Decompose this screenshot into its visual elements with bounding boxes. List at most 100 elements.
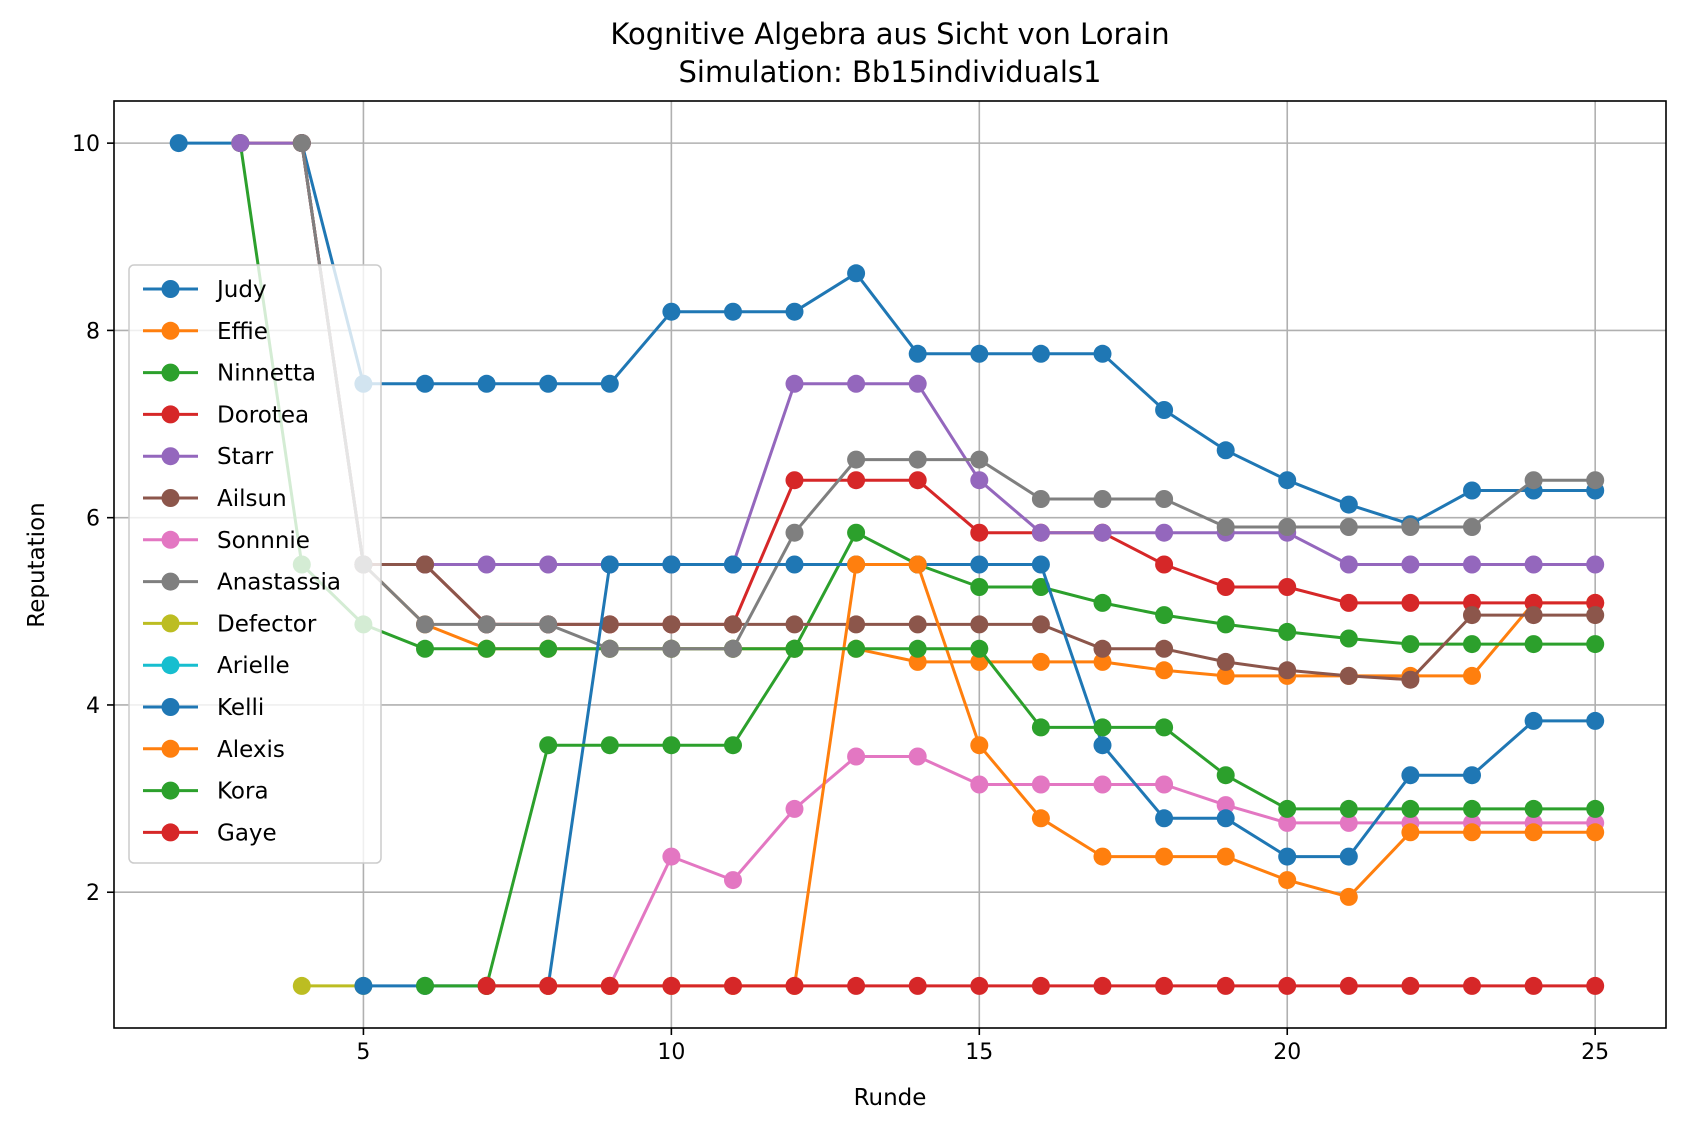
data-point	[847, 523, 866, 542]
plot-frame	[113, 100, 1667, 1029]
data-point	[1339, 887, 1358, 906]
data-point	[1216, 441, 1235, 460]
data-point	[1278, 471, 1297, 490]
legend-swatch-marker	[161, 405, 180, 424]
data-point	[1401, 766, 1420, 785]
data-point	[539, 555, 558, 574]
data-point	[1093, 976, 1112, 995]
data-point	[1339, 799, 1358, 818]
data-point	[908, 615, 927, 634]
legend-swatch-marker	[161, 614, 180, 633]
legend-swatch-marker	[161, 489, 180, 507]
data-point	[354, 976, 373, 995]
legend-swatch-marker	[161, 823, 180, 842]
data-point	[1031, 652, 1050, 671]
data-point	[785, 302, 804, 321]
legend-item-defector: Defector	[143, 611, 317, 637]
data-point	[539, 374, 558, 393]
data-point	[1155, 401, 1174, 419]
data-point	[1401, 799, 1420, 818]
data-point	[600, 615, 619, 634]
data-point	[600, 374, 619, 393]
data-point	[847, 615, 866, 634]
legend-item-kelli: Kelli	[143, 695, 264, 721]
x-tick-label: 15	[965, 1040, 993, 1065]
data-point	[1401, 976, 1420, 995]
data-point	[1463, 481, 1481, 500]
data-point	[1586, 635, 1605, 654]
data-point	[908, 555, 927, 574]
data-point	[724, 555, 742, 574]
data-point	[785, 615, 804, 634]
data-point	[970, 775, 989, 794]
data-point	[785, 639, 804, 658]
data-point	[416, 976, 434, 995]
data-point	[1278, 847, 1297, 866]
data-point	[1216, 518, 1235, 536]
data-point	[1278, 799, 1297, 818]
data-point	[477, 555, 496, 574]
data-point	[1524, 976, 1543, 995]
data-point	[1524, 555, 1543, 574]
data-point	[416, 639, 434, 658]
data-point	[970, 578, 989, 596]
data-point	[847, 747, 866, 766]
y-tick-label: 8	[86, 319, 100, 344]
data-point	[908, 450, 927, 469]
legend-label: Defector	[217, 611, 317, 637]
data-point	[477, 374, 496, 393]
data-point	[1155, 847, 1174, 866]
data-point	[785, 374, 804, 393]
data-point	[970, 523, 989, 542]
data-point	[1524, 823, 1543, 842]
data-point	[908, 652, 927, 671]
chart-title: Kognitive Algebra aus Sicht von Lorain	[610, 17, 1169, 51]
legend-item-starr: Starr	[143, 444, 274, 470]
data-point	[847, 374, 866, 393]
data-point	[477, 976, 496, 995]
legend-item-judy: Judy	[143, 277, 267, 303]
data-point	[416, 555, 434, 574]
data-point	[1031, 809, 1050, 828]
data-point	[1155, 775, 1174, 794]
legend-label: Anastassia	[217, 570, 341, 596]
series-kora	[416, 639, 1605, 995]
data-point	[1093, 523, 1112, 542]
data-point	[1031, 976, 1050, 995]
data-point	[1339, 666, 1358, 685]
legend: Judy Effie Ninnetta Dorotea Starr Ailsun Sonnn…	[128, 264, 382, 864]
data-point	[908, 976, 927, 995]
data-point	[970, 471, 989, 490]
legend-box	[128, 264, 382, 864]
legend-item-ninnetta: Ninnetta	[143, 361, 316, 387]
data-point	[1339, 518, 1358, 536]
legend-item-anastassia: Anastassia	[143, 570, 341, 596]
data-point	[1401, 823, 1420, 842]
legend-swatch-marker	[161, 280, 180, 298]
y-tick-label: 6	[86, 507, 100, 532]
data-point	[1031, 578, 1050, 596]
data-point	[662, 639, 681, 658]
data-point	[785, 471, 804, 490]
data-point	[1401, 593, 1420, 612]
data-point	[1339, 847, 1358, 866]
data-point	[1031, 523, 1050, 542]
series-group	[169, 134, 1605, 995]
legend-swatch-marker	[161, 321, 180, 340]
series-anastassia	[292, 134, 1605, 658]
data-point	[1216, 809, 1235, 828]
data-point	[847, 264, 866, 283]
data-point	[539, 639, 558, 658]
data-point	[662, 736, 681, 755]
legend-item-gaye: Gaye	[143, 820, 277, 846]
data-point	[1586, 471, 1605, 490]
data-point	[416, 615, 434, 634]
y-tick-label: 10	[72, 132, 100, 157]
data-point	[662, 555, 681, 574]
y-axis-label: Reputation	[24, 502, 50, 627]
data-point	[970, 450, 989, 469]
data-point	[908, 747, 927, 766]
legend-label: Sonnnie	[217, 528, 310, 554]
data-point	[847, 976, 866, 995]
legend-item-arielle: Arielle	[143, 653, 290, 679]
